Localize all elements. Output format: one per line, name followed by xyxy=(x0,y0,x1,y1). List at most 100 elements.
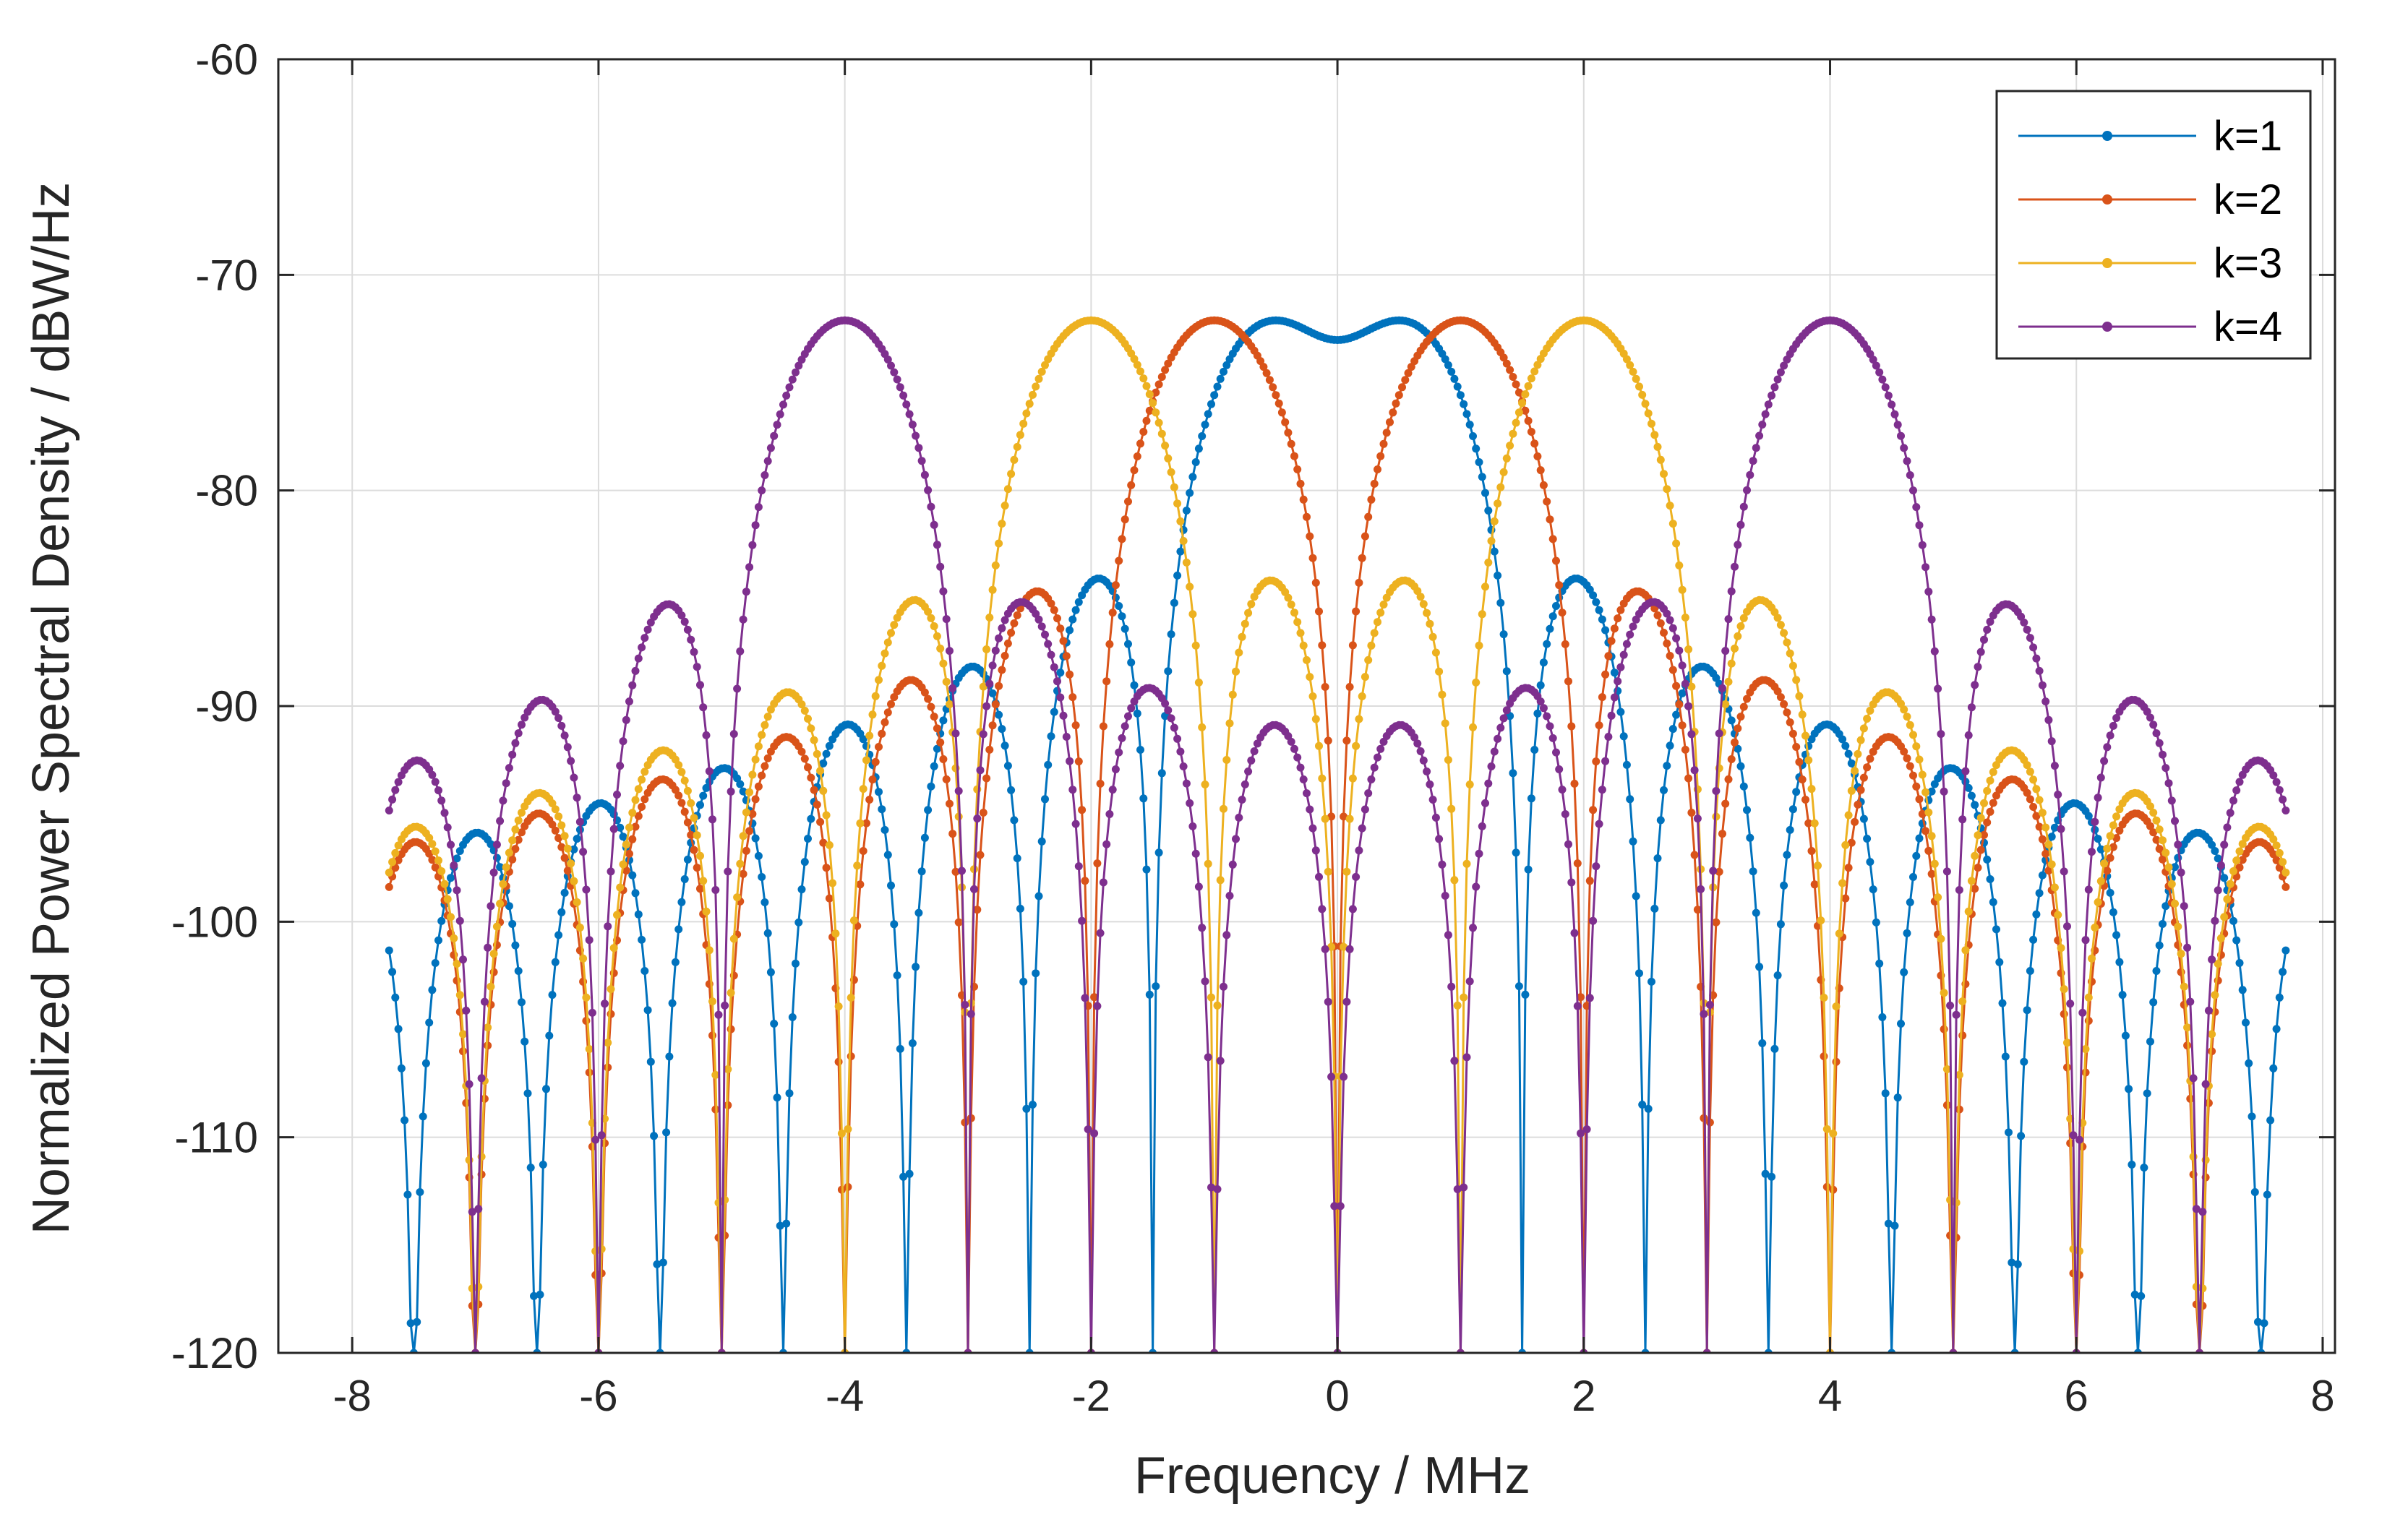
data-point xyxy=(1361,805,1369,814)
data-point xyxy=(622,867,630,875)
data-point xyxy=(920,833,929,842)
data-point xyxy=(1376,744,1385,753)
data-point xyxy=(1084,1125,1092,1134)
data-point xyxy=(868,775,877,784)
data-point xyxy=(2029,775,2038,784)
data-point xyxy=(2023,788,2031,797)
data-point xyxy=(643,1006,652,1015)
data-point xyxy=(1614,677,1622,686)
data-point xyxy=(1684,645,1693,653)
data-point xyxy=(2106,832,2115,840)
data-point xyxy=(2075,1135,2083,1144)
data-point xyxy=(1792,788,1801,796)
data-point xyxy=(1897,431,1905,440)
data-point xyxy=(554,714,563,722)
data-point xyxy=(1555,765,1564,773)
data-point xyxy=(1506,442,1514,450)
data-point xyxy=(1124,640,1132,648)
data-point xyxy=(1118,734,1126,742)
data-point xyxy=(1930,647,1939,655)
data-point xyxy=(394,778,403,786)
data-point xyxy=(2229,916,2237,925)
data-point xyxy=(1893,1093,1902,1102)
data-point xyxy=(1514,388,1523,397)
data-point xyxy=(760,762,769,770)
data-point xyxy=(2235,847,2244,856)
data-point xyxy=(1564,677,1572,686)
data-point xyxy=(924,806,933,814)
data-point xyxy=(760,721,769,729)
data-point xyxy=(640,795,649,804)
data-point xyxy=(1668,520,1677,528)
data-point xyxy=(2088,848,2096,856)
y-tick-label: -90 xyxy=(195,682,258,731)
data-point xyxy=(939,716,948,725)
data-point xyxy=(1798,775,1807,784)
data-point xyxy=(1130,681,1139,689)
data-point xyxy=(1330,1202,1339,1211)
data-point xyxy=(1666,741,1674,750)
data-point xyxy=(1093,1002,1102,1010)
data-point xyxy=(2220,913,2229,921)
data-point xyxy=(1066,626,1074,635)
data-point xyxy=(2174,922,2182,931)
data-point xyxy=(792,368,800,377)
data-point xyxy=(1037,367,1046,376)
data-point xyxy=(890,621,899,629)
data-point xyxy=(634,654,643,663)
data-point xyxy=(1986,807,1994,816)
data-point xyxy=(1666,502,1674,510)
data-point xyxy=(1788,729,1797,738)
data-point xyxy=(1502,706,1511,715)
data-point xyxy=(625,849,633,858)
data-point xyxy=(979,809,987,817)
data-point xyxy=(431,863,440,872)
data-point xyxy=(1456,391,1465,400)
data-point xyxy=(760,471,769,479)
data-point xyxy=(1801,731,1809,740)
data-point xyxy=(1595,606,1603,614)
data-point xyxy=(2167,880,2176,888)
data-point xyxy=(1527,374,1535,383)
data-point xyxy=(1980,830,1988,839)
data-point xyxy=(2023,761,2031,770)
data-point xyxy=(2266,1116,2275,1125)
data-point xyxy=(616,883,625,892)
data-point xyxy=(2023,625,2031,634)
data-point xyxy=(1672,634,1681,642)
data-point xyxy=(1238,632,1246,641)
data-point xyxy=(1003,485,1012,494)
data-point xyxy=(2091,924,2099,932)
data-point xyxy=(776,410,784,418)
data-point xyxy=(1296,479,1305,488)
data-point xyxy=(1712,787,1721,795)
data-point xyxy=(2020,618,2028,627)
data-point xyxy=(638,643,646,652)
data-point xyxy=(1029,390,1037,399)
data-point xyxy=(1010,816,1019,825)
data-point xyxy=(1462,410,1471,418)
data-point xyxy=(1426,780,1434,788)
data-point xyxy=(421,1059,430,1067)
data-point xyxy=(1050,606,1058,614)
data-point xyxy=(1648,977,1655,986)
data-point xyxy=(1345,945,1354,953)
data-point xyxy=(1056,624,1065,633)
data-point xyxy=(1989,799,1997,807)
data-point xyxy=(1201,421,1209,429)
data-point xyxy=(2220,874,2229,882)
data-point xyxy=(2164,863,2173,872)
data-point xyxy=(2174,840,2182,849)
data-point xyxy=(2057,944,2065,953)
data-point xyxy=(1090,1129,1099,1138)
data-point xyxy=(653,1260,661,1268)
data-point xyxy=(1543,497,1551,506)
data-point xyxy=(708,1031,716,1040)
data-point xyxy=(1638,1101,1647,1109)
data-point xyxy=(499,880,507,888)
data-point xyxy=(825,741,834,750)
data-point xyxy=(1801,796,1809,804)
data-point xyxy=(1093,859,1102,868)
data-point xyxy=(1157,373,1166,381)
